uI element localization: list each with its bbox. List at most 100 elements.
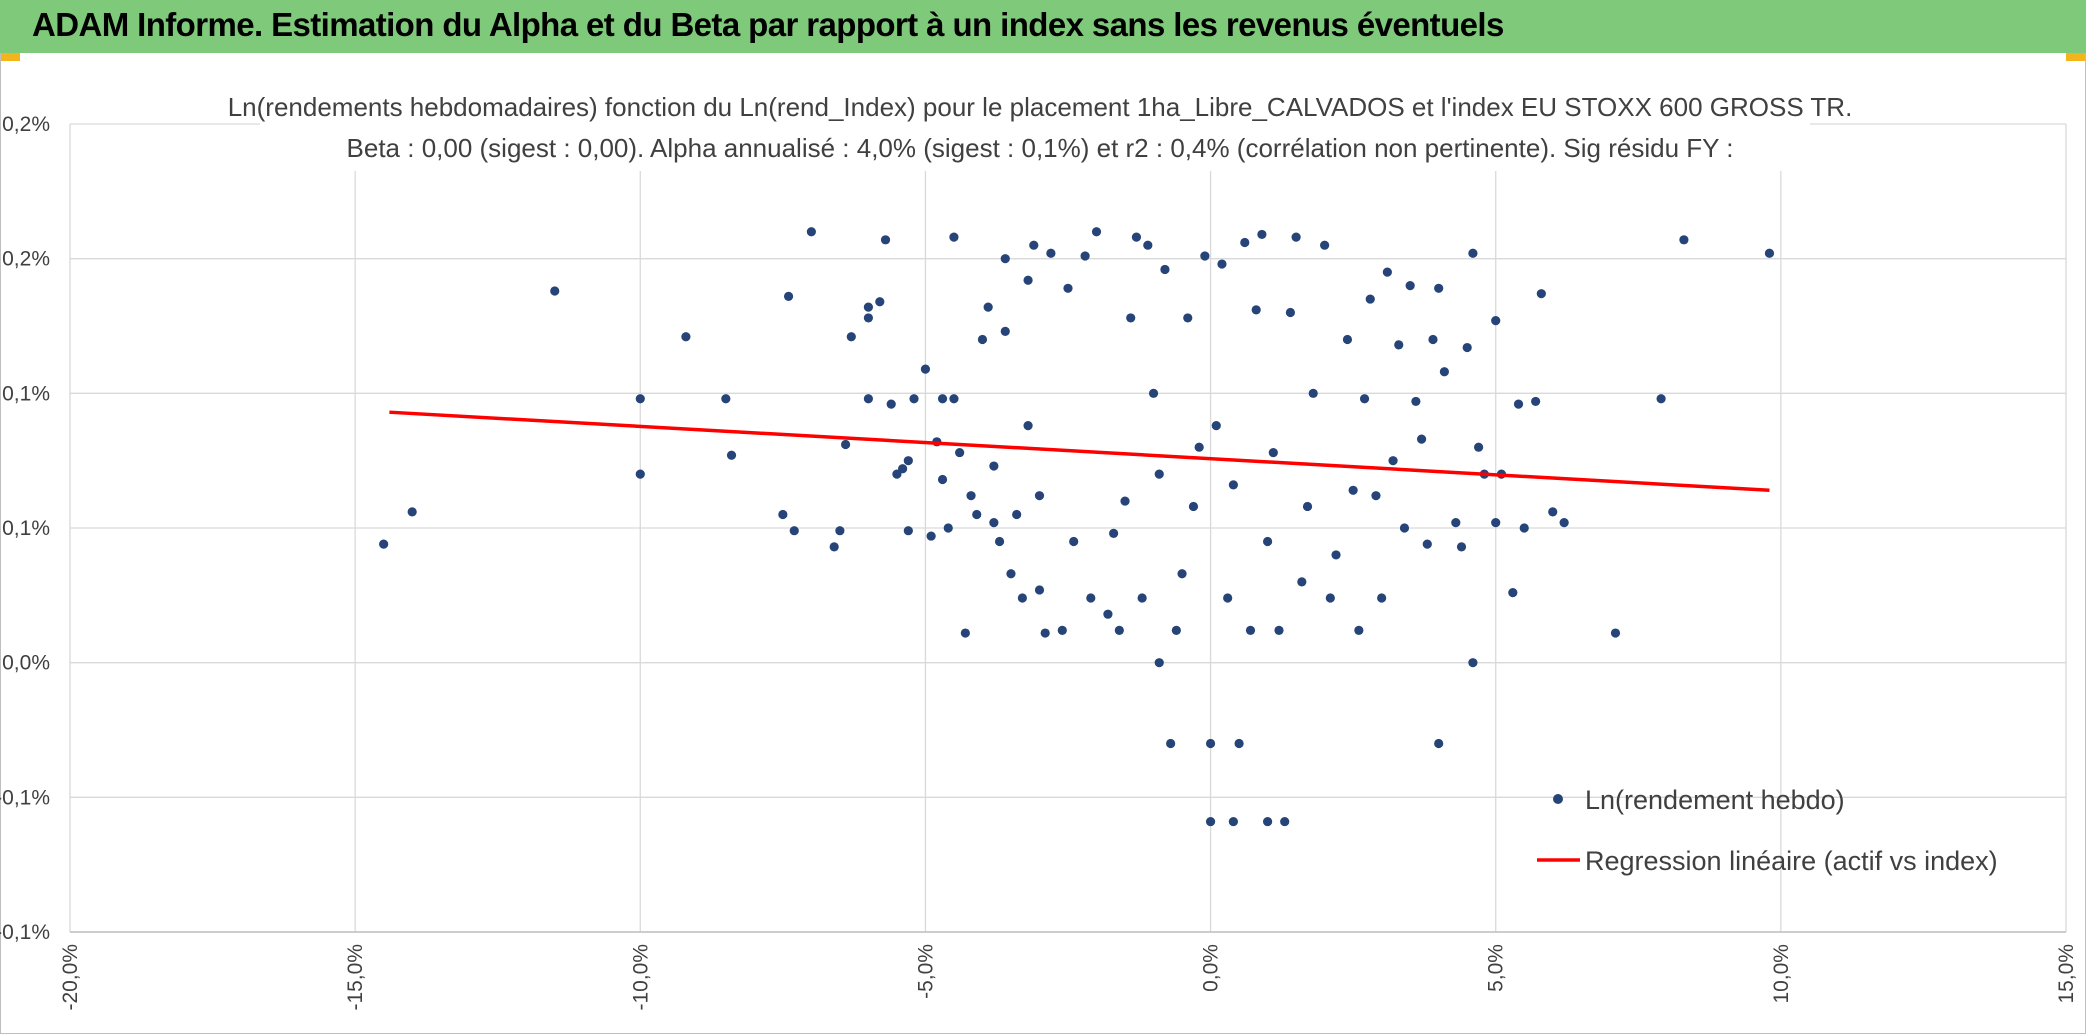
- data-point: [1012, 509, 1022, 520]
- data-point: [1217, 259, 1227, 269]
- data-point: [1126, 313, 1136, 323]
- data-point: [1000, 254, 1010, 264]
- data-point: [1109, 528, 1119, 538]
- data-point: [1188, 501, 1199, 512]
- data-point: [1086, 593, 1096, 603]
- data-point: [1359, 394, 1370, 404]
- y-tick-label: -0,1%: [0, 786, 50, 809]
- data-point: [1046, 248, 1056, 258]
- data-point: [863, 394, 874, 404]
- data-point: [1468, 248, 1478, 258]
- data-point: [1023, 275, 1033, 285]
- data-point: [1194, 442, 1204, 452]
- data-point: [1416, 434, 1427, 444]
- x-tick-label: -15,0%: [344, 944, 367, 1011]
- data-point: [1017, 593, 1027, 603]
- x-tick-label: -20,0%: [59, 944, 82, 1011]
- data-point: [681, 332, 691, 342]
- data-point: [1114, 625, 1124, 635]
- scatter-points: [379, 227, 1775, 827]
- data-point: [379, 539, 389, 549]
- y-tick-label: -0,1%: [0, 921, 50, 944]
- data-point: [1228, 816, 1238, 827]
- data-point: [903, 526, 913, 536]
- data-point: [1006, 569, 1016, 579]
- data-point: [1251, 305, 1261, 315]
- chart-title: Ln(rendements hebdomadaires) fonction du…: [228, 92, 1853, 122]
- data-point: [726, 450, 737, 460]
- data-point: [1228, 480, 1238, 490]
- data-point: [1388, 456, 1398, 466]
- data-point: [1268, 447, 1278, 458]
- data-point: [1148, 388, 1159, 398]
- data-point: [1285, 307, 1296, 318]
- chart-subtitle: Beta : 0,00 (sigest : 0,00). Alpha annua…: [347, 133, 1734, 163]
- grid: [69, 123, 2067, 933]
- data-point: [1331, 550, 1341, 560]
- y-tick-label: 0,0%: [2, 652, 50, 675]
- data-point: [1200, 251, 1210, 261]
- data-point: [1508, 588, 1518, 598]
- data-point: [1320, 240, 1330, 250]
- data-point: [920, 364, 931, 374]
- data-point: [972, 509, 982, 520]
- data-point: [1428, 334, 1438, 345]
- data-point: [783, 291, 794, 301]
- data-point: [1491, 518, 1501, 528]
- data-point: [863, 313, 874, 323]
- title-background: [260, 85, 1810, 171]
- data-point: [989, 461, 999, 471]
- data-point: [1183, 313, 1193, 323]
- data-point: [840, 439, 851, 450]
- data-point: [1057, 625, 1067, 635]
- data-point: [949, 232, 959, 242]
- x-tick-label: 5,0%: [1485, 944, 1508, 992]
- data-point: [1348, 485, 1358, 495]
- data-point: [1451, 518, 1461, 528]
- data-point: [1274, 625, 1284, 635]
- legend-line-label: Regression linéaire (actif vs index): [1585, 846, 1998, 876]
- data-point: [1240, 237, 1250, 248]
- data-point: [1091, 227, 1102, 237]
- data-point: [1468, 658, 1478, 668]
- data-point: [1302, 501, 1313, 512]
- corner-marker: [0, 53, 20, 61]
- data-point: [994, 536, 1005, 547]
- data-point: [550, 286, 560, 296]
- data-point: [1205, 738, 1216, 749]
- data-point: [1137, 593, 1147, 603]
- data-point: [1491, 316, 1501, 326]
- data-point: [960, 628, 970, 638]
- data-point: [1223, 593, 1233, 603]
- y-tick-label: 0,1%: [2, 382, 50, 405]
- data-point: [1308, 388, 1318, 398]
- y-tick-label: 0,2%: [2, 113, 50, 136]
- data-point: [1559, 518, 1569, 528]
- data-point: [1679, 235, 1689, 245]
- data-point: [886, 399, 896, 409]
- data-point: [635, 469, 645, 479]
- data-point: [1531, 396, 1541, 407]
- data-point: [937, 394, 948, 404]
- data-point: [1411, 396, 1421, 407]
- data-point: [1000, 326, 1010, 336]
- chart-title-block: Ln(rendements hebdomadaires) fonction du…: [228, 85, 1853, 171]
- data-point: [829, 542, 839, 552]
- x-tick-label: 0,0%: [1200, 944, 1223, 992]
- data-point: [1103, 609, 1113, 619]
- data-point: [949, 394, 959, 404]
- data-point: [1405, 281, 1415, 291]
- data-point: [875, 297, 885, 307]
- data-point: [1394, 340, 1404, 350]
- header-banner: ADAM Informe. Estimation du Alpha et du …: [0, 0, 2086, 53]
- x-tick-label: 15,0%: [2055, 944, 2078, 1004]
- data-point: [943, 523, 953, 533]
- page-title: ADAM Informe. Estimation du Alpha et du …: [32, 6, 1504, 43]
- data-point: [1548, 507, 1558, 517]
- y-tick-label: 0,1%: [2, 517, 50, 540]
- data-point: [983, 302, 993, 312]
- x-tick-label: -5,0%: [914, 944, 937, 999]
- data-point: [806, 227, 816, 237]
- data-point: [1342, 334, 1353, 345]
- data-point: [1160, 264, 1170, 275]
